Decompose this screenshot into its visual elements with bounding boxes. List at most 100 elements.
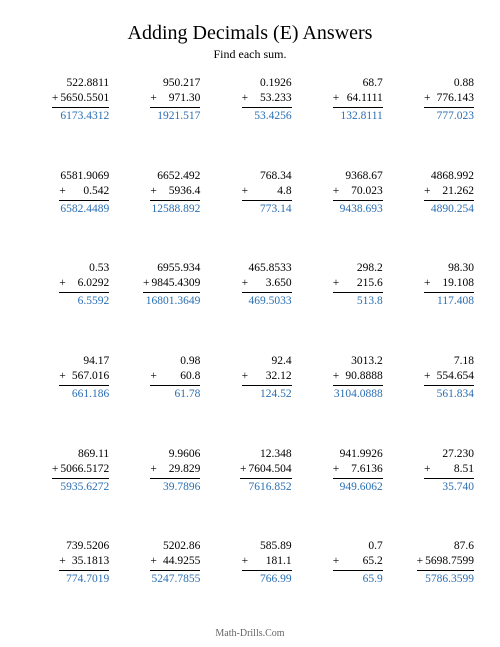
sum-answer: 16801.3649 [146, 293, 201, 309]
addend-bottom: + 6.0292 [59, 276, 109, 293]
sum-answer: 766.99 [260, 571, 292, 587]
addend-bottom-value: 215.6 [357, 277, 383, 289]
addition-problem: 522.8811+ 5650.55016173.4312 [24, 76, 111, 161]
addend-bottom-value: 60.8 [180, 370, 200, 382]
addition-problem: 27.230+ 8.5135.740 [389, 447, 476, 532]
addend-top: 522.8811 [66, 76, 109, 91]
sum-answer: 5786.3599 [425, 571, 474, 587]
addend-bottom-value: 90.8888 [345, 370, 382, 382]
addition-problem: 585.89+ 181.1766.99 [206, 539, 293, 624]
addend-bottom-value: 65.2 [363, 555, 383, 567]
addend-bottom-value: 64.1111 [347, 92, 383, 104]
addend-top: 68.7 [363, 76, 383, 91]
addend-bottom: + 0.542 [59, 184, 109, 201]
addition-problem: 941.9926+ 7.6136949.6062 [298, 447, 385, 532]
addend-top: 869.11 [78, 447, 109, 462]
plus-sign: + [333, 276, 340, 291]
addend-bottom-value: 21.262 [442, 185, 474, 197]
addend-top: 9.9606 [169, 447, 201, 462]
addend-top: 87.6 [454, 539, 474, 554]
addition-problem: 92.4+ 32.12124.52 [206, 354, 293, 439]
addend-bottom-value: 5936.4 [169, 185, 201, 197]
addend-top: 9368.67 [345, 169, 382, 184]
addition-problem: 7.18+ 554.654561.834 [389, 354, 476, 439]
plus-sign: + [333, 369, 340, 384]
sum-answer: 53.4256 [254, 108, 291, 124]
addend-bottom: + 32.12 [242, 369, 292, 386]
addend-bottom: + 5698.7599 [417, 554, 474, 571]
plus-sign: + [240, 462, 247, 477]
addition-problem: 465.8533+ 3.650469.5033 [206, 261, 293, 346]
addend-bottom-value: 971.30 [169, 92, 201, 104]
addition-problem: 0.53+ 6.02926.5592 [24, 261, 111, 346]
plus-sign: + [333, 184, 340, 199]
plus-sign: + [242, 91, 249, 106]
addition-problem: 3013.2+ 90.88883104.0888 [298, 354, 385, 439]
plus-sign: + [143, 276, 150, 291]
plus-sign: + [424, 369, 431, 384]
addend-bottom: + 7.6136 [333, 462, 383, 479]
addend-bottom-value: 6.0292 [78, 277, 110, 289]
addend-top: 6652.492 [157, 169, 200, 184]
addend-top: 12.348 [260, 447, 292, 462]
sum-answer: 661.186 [72, 386, 109, 402]
addend-bottom-value: 44.9255 [163, 555, 200, 567]
addend-bottom-value: 0.542 [83, 185, 109, 197]
plus-sign: + [150, 91, 157, 106]
addend-bottom: + 29.829 [150, 462, 200, 479]
addition-problem: 768.34+ 4.8773.14 [206, 169, 293, 254]
addition-problem: 0.1926+ 53.23353.4256 [206, 76, 293, 161]
plus-sign: + [424, 91, 431, 106]
addend-bottom-value: 5698.7599 [425, 555, 474, 567]
sum-answer: 469.5033 [248, 293, 291, 309]
addend-top: 5202.86 [163, 539, 200, 554]
page-footer: Math-Drills.Com [24, 628, 476, 639]
addend-bottom: + 19.108 [424, 276, 474, 293]
page-subtitle: Find each sum. [24, 47, 476, 62]
addend-bottom: + 53.233 [242, 91, 292, 108]
addend-bottom-value: 70.023 [351, 185, 383, 197]
addend-top: 94.17 [83, 354, 109, 369]
sum-answer: 4890.254 [431, 201, 474, 217]
addend-top: 298.2 [357, 261, 383, 276]
addend-bottom-value: 5650.5501 [60, 92, 109, 104]
page-title: Adding Decimals (E) Answers [24, 22, 476, 45]
sum-answer: 5935.6272 [60, 479, 109, 495]
sum-answer: 35.740 [442, 479, 474, 495]
addend-bottom-value: 35.1813 [72, 555, 109, 567]
sum-answer: 561.834 [437, 386, 474, 402]
plus-sign: + [52, 462, 59, 477]
addend-bottom: + 971.30 [150, 91, 200, 108]
sum-answer: 61.78 [175, 386, 201, 402]
addend-bottom: + 90.8888 [333, 369, 383, 386]
problems-grid: 522.8811+ 5650.55016173.4312950.217+ 971… [24, 76, 476, 624]
addend-bottom-value: 4.8 [277, 185, 291, 197]
addend-bottom-value: 29.829 [169, 463, 201, 475]
addition-problem: 0.98+ 60.861.78 [115, 354, 202, 439]
addend-bottom-value: 32.12 [266, 370, 292, 382]
addend-bottom-value: 19.108 [442, 277, 474, 289]
sum-answer: 65.9 [363, 571, 383, 587]
sum-answer: 39.7896 [163, 479, 200, 495]
sum-answer: 6173.4312 [60, 108, 109, 124]
plus-sign: + [59, 554, 66, 569]
sum-answer: 117.408 [437, 293, 474, 309]
addend-bottom-value: 7604.504 [248, 463, 291, 475]
addend-bottom: + 567.016 [59, 369, 109, 386]
plus-sign: + [242, 554, 249, 569]
addend-top: 941.9926 [340, 447, 383, 462]
addend-top: 98.30 [448, 261, 474, 276]
addend-top: 3013.2 [351, 354, 383, 369]
plus-sign: + [59, 369, 66, 384]
addend-bottom: + 64.1111 [333, 91, 383, 108]
plus-sign: + [242, 369, 249, 384]
addend-top: 6955.934 [157, 261, 200, 276]
sum-answer: 777.023 [437, 108, 474, 124]
sum-answer: 1921.517 [157, 108, 200, 124]
addition-problem: 0.7+ 65.265.9 [298, 539, 385, 624]
addend-bottom: + 35.1813 [59, 554, 109, 571]
addition-problem: 950.217+ 971.301921.517 [115, 76, 202, 161]
plus-sign: + [424, 184, 431, 199]
addition-problem: 298.2+ 215.6513.8 [298, 261, 385, 346]
addend-bottom: + 21.262 [424, 184, 474, 201]
